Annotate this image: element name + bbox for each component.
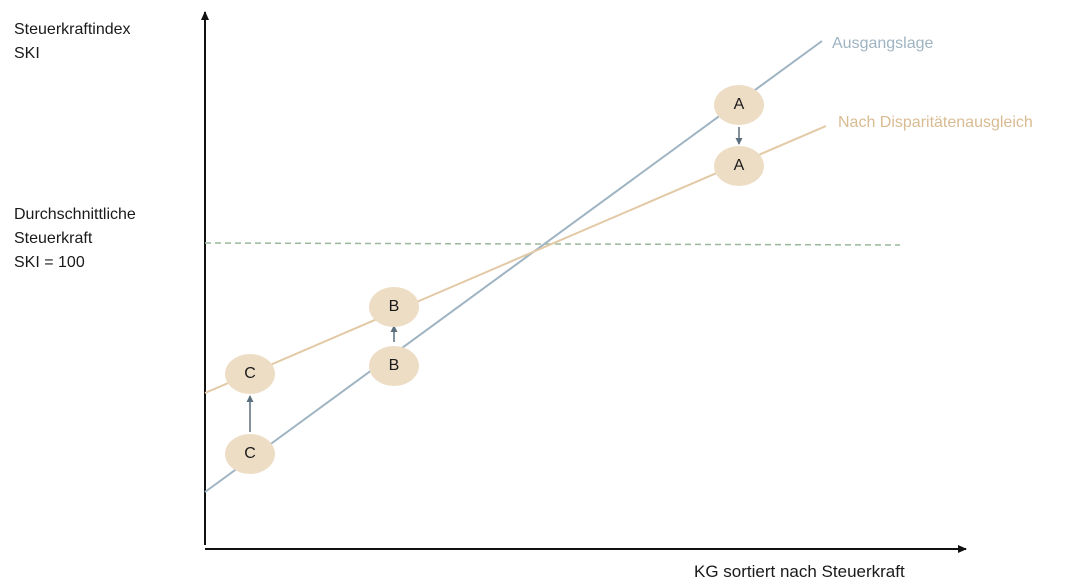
node-b-before: B bbox=[369, 346, 419, 386]
series-label-before: Ausgangslage bbox=[832, 35, 934, 52]
x-axis-label: KG sortiert nach Steuerkraft bbox=[694, 562, 905, 581]
node-a-after: A bbox=[714, 146, 764, 186]
average-line bbox=[204, 242, 901, 246]
node-c-before: C bbox=[225, 434, 275, 474]
node-c-after: C bbox=[225, 354, 275, 394]
node-a-before: A bbox=[714, 85, 764, 125]
y-axis-label-line1: Steuerkraftindex bbox=[14, 21, 131, 38]
y-axis-label-line2: SKI bbox=[14, 45, 40, 62]
average-label-line1: Durchschnittliche bbox=[14, 206, 136, 223]
node-b-after: B bbox=[369, 287, 419, 327]
average-label-line2: Steuerkraft bbox=[14, 230, 93, 247]
series-label-after: Nach Disparitätenausgleich bbox=[838, 114, 1033, 131]
average-label-line3: SKI = 100 bbox=[14, 254, 85, 271]
